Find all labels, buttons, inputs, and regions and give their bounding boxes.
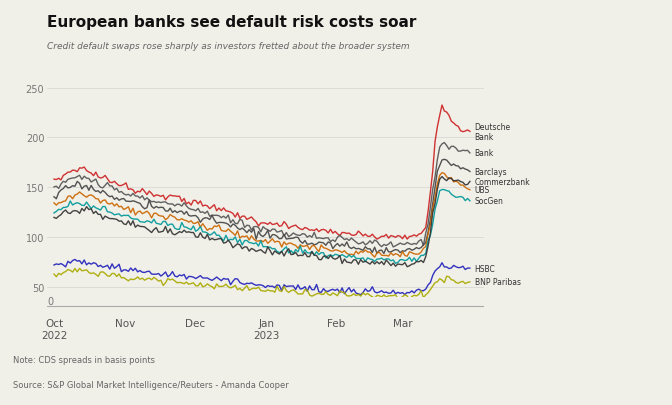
Text: Note: CDS spreads in basis points: Note: CDS spreads in basis points <box>13 356 155 364</box>
Text: Commerzbank: Commerzbank <box>474 177 530 186</box>
Text: Deutsche
Bank: Deutsche Bank <box>474 122 511 142</box>
Text: Credit default swaps rose sharply as investors fretted about the broader system: Credit default swaps rose sharply as inv… <box>47 42 410 51</box>
Text: European banks see default risk costs soar: European banks see default risk costs so… <box>47 15 417 30</box>
Text: 0: 0 <box>47 296 53 306</box>
Text: UBS: UBS <box>474 186 490 195</box>
Text: HSBC: HSBC <box>474 264 495 273</box>
Text: SocGen: SocGen <box>474 197 503 206</box>
Text: Source: S&P Global Market Intelligence/Reuters - Amanda Cooper: Source: S&P Global Market Intelligence/R… <box>13 380 289 389</box>
Text: Barclays: Barclays <box>474 168 507 177</box>
Text: Bank: Bank <box>474 149 494 158</box>
Text: BNP Paribas: BNP Paribas <box>474 278 521 287</box>
